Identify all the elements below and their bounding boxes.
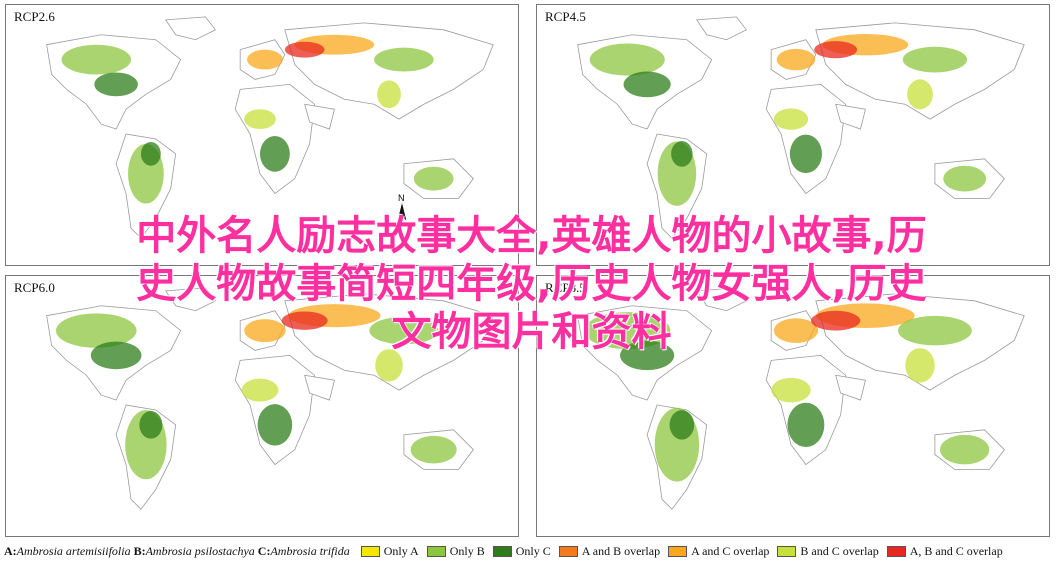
- continent-outline: [304, 103, 335, 130]
- overlay-line-2: 史人物故事简短四年级,历史人物女强人,历史: [136, 261, 927, 307]
- overlay-line-3: 文物图片和资料: [391, 309, 672, 355]
- legend-swatch: [360, 545, 380, 557]
- distribution-area: [94, 72, 138, 97]
- distribution-area: [902, 46, 968, 73]
- species-key: B:: [133, 543, 146, 558]
- distribution-area: [620, 340, 675, 371]
- species-name: Ambrosia artemisiifolia: [16, 543, 131, 558]
- distribution-area: [140, 141, 161, 166]
- distribution-area: [589, 43, 665, 76]
- legend-categories: Only A Only B Only C A and B overlap A and C…: [353, 544, 1003, 559]
- distribution-area: [671, 140, 693, 167]
- distribution-area: [55, 313, 137, 348]
- distribution-area: [811, 310, 861, 331]
- panel-label: RCP8.5: [543, 280, 588, 296]
- distribution-area: [260, 135, 290, 172]
- continent-outline: [696, 16, 747, 41]
- distribution-area: [413, 166, 454, 191]
- north-letter: N: [398, 193, 405, 203]
- distribution-area: [244, 109, 276, 130]
- distribution-area: [281, 311, 328, 330]
- distribution-area: [61, 44, 132, 75]
- world-map: [46, 16, 494, 239]
- continent-outline: [835, 374, 866, 401]
- legend-label: A, B and C overlap: [909, 543, 1003, 558]
- north-arrow-icon: N: [392, 193, 412, 231]
- legend-swatch: [426, 545, 446, 557]
- world-map: [577, 16, 1025, 239]
- legend-label: Only C: [515, 543, 551, 558]
- map-panel-rcp60: RCP6.0: [5, 275, 519, 537]
- map-legend: A: Ambrosia artemisiifolia B: Ambrosia p…: [4, 542, 1060, 560]
- distribution-area: [897, 315, 972, 346]
- panel-label: RCP6.0: [12, 280, 57, 296]
- species-a: A: Ambrosia artemisiifolia: [4, 544, 131, 559]
- legend-swatch: [886, 545, 906, 557]
- distribution-area: [907, 79, 933, 110]
- distribution-area: [410, 435, 457, 464]
- distribution-area: [940, 434, 990, 465]
- distribution-area: [375, 349, 403, 382]
- distribution-area: [377, 80, 401, 109]
- legend-label: Only B: [449, 543, 485, 558]
- distribution-area: [90, 341, 142, 370]
- continent-outline: [165, 16, 216, 41]
- species-name: Ambrosia trifida: [270, 543, 350, 558]
- overlay-line-1: 中外名人励志故事大全,英雄人物的小故事,历: [136, 213, 927, 259]
- distribution-area: [773, 318, 819, 343]
- distribution-area: [241, 378, 279, 402]
- distribution-area: [584, 312, 671, 350]
- distribution-area: [369, 316, 439, 345]
- distribution-area: [773, 108, 809, 130]
- legend-label: Only A: [383, 543, 419, 558]
- overlay-title: 中外名人励志故事大全,英雄人物的小故事,历 史人物故事简短四年级,历史人物女强人…: [0, 212, 1063, 356]
- distribution-area: [623, 71, 671, 98]
- continent-outline: [165, 287, 216, 312]
- distribution-area: [374, 47, 434, 72]
- species-c: C: Ambrosia trifida: [258, 544, 350, 559]
- legend-label: B and C overlap: [800, 543, 879, 558]
- distribution-area: [814, 41, 858, 59]
- distribution-area: [789, 134, 822, 174]
- distribution-area: [776, 48, 816, 71]
- legend-label: A and C overlap: [691, 543, 770, 558]
- distribution-area: [787, 402, 825, 448]
- distribution-area: [771, 377, 811, 403]
- continent-outline: [696, 287, 747, 312]
- distribution-area: [139, 411, 163, 439]
- distribution-area: [284, 41, 325, 58]
- distribution-area: [905, 348, 935, 383]
- distribution-area: [257, 404, 293, 446]
- species-key: A:: [4, 543, 17, 558]
- world-map: [577, 287, 1025, 510]
- species-name: Ambrosia psilostachya: [145, 543, 255, 558]
- legend-swatch: [492, 545, 512, 557]
- legend-swatch: [777, 545, 797, 557]
- legend-swatch: [668, 545, 688, 557]
- map-panel-rcp85: RCP8.5: [536, 275, 1050, 537]
- continent-outline: [304, 374, 335, 401]
- distribution-area: [244, 319, 286, 343]
- legend-swatch: [558, 545, 578, 557]
- distribution-area: [943, 165, 987, 192]
- map-panel-rcp26: RCP2.6 N: [5, 4, 519, 266]
- species-b: B: Ambrosia psilostachya: [134, 544, 255, 559]
- legend-label: A and B overlap: [581, 543, 661, 558]
- species-key: C:: [257, 543, 271, 558]
- continent-outline: [835, 103, 866, 130]
- distribution-area: [669, 410, 695, 440]
- world-map: [46, 287, 494, 510]
- distribution-area: [247, 49, 283, 70]
- panel-label: RCP4.5: [543, 9, 588, 25]
- map-panel-rcp45: RCP4.5: [536, 4, 1050, 266]
- panel-label: RCP2.6: [12, 9, 57, 25]
